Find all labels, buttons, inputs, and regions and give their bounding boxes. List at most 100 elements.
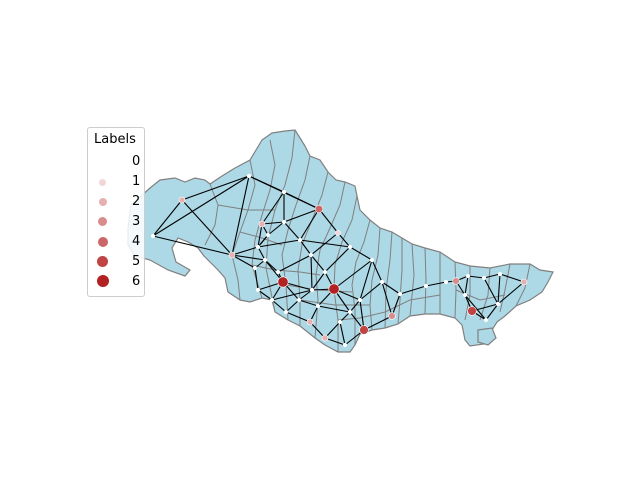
- network-edge: [497, 273, 501, 305]
- network-edge: [318, 208, 339, 234]
- network-node: [306, 318, 314, 326]
- network-edge: [310, 254, 326, 273]
- network-edge: [464, 275, 469, 296]
- network-node: [252, 265, 258, 271]
- network-edge: [464, 294, 487, 321]
- legend-title: Labels: [94, 132, 136, 147]
- legend-item-1: 1: [88, 172, 146, 192]
- network-edge: [371, 259, 383, 283]
- network-edge: [359, 299, 365, 331]
- land-mass: [127, 129, 554, 353]
- network-edge: [271, 289, 313, 301]
- network-edge: [257, 246, 266, 261]
- network-edge: [391, 293, 401, 317]
- network-node: [281, 189, 287, 195]
- network-edge: [363, 315, 393, 331]
- network-edge: [277, 254, 312, 273]
- network-node: [388, 312, 396, 320]
- network-node: [369, 257, 375, 263]
- legend-label: 0: [132, 154, 141, 169]
- network-edge: [257, 223, 263, 248]
- network-edge: [299, 239, 351, 248]
- legend-marker: [99, 198, 107, 206]
- network-edge: [324, 321, 341, 339]
- network-edge: [181, 199, 233, 256]
- network-node: [337, 319, 343, 325]
- network-edge: [261, 221, 285, 225]
- network-edge: [298, 289, 313, 301]
- network-edge: [483, 273, 501, 279]
- legend-marker: [100, 160, 106, 166]
- network-edge: [254, 259, 266, 269]
- network-node: [357, 297, 363, 303]
- network-edge: [333, 259, 373, 290]
- legend-item-4: 4: [88, 232, 146, 252]
- legend-marker: [98, 237, 108, 247]
- network-node: [315, 303, 321, 309]
- network-edge: [497, 281, 525, 305]
- legend-item-6: 6: [88, 272, 146, 292]
- network-node: [255, 244, 261, 250]
- network-node: [497, 271, 503, 277]
- network-edge: [299, 239, 312, 256]
- network-edge: [261, 191, 285, 225]
- network-edge: [381, 281, 393, 317]
- network-edge: [359, 281, 383, 301]
- network-node: [275, 269, 281, 275]
- network-edge: [264, 259, 279, 273]
- network-edge: [271, 299, 287, 313]
- network-edge: [324, 246, 351, 273]
- legend-item-5: 5: [88, 252, 146, 272]
- network-node: [321, 334, 329, 342]
- network-node: [277, 276, 289, 288]
- network-node: [465, 273, 471, 279]
- network-node: [328, 283, 340, 295]
- network-edge: [257, 234, 269, 248]
- legend-marker: [97, 275, 109, 287]
- network-edge: [317, 305, 351, 313]
- network-edge: [349, 246, 373, 261]
- network-edge: [283, 208, 320, 223]
- legend-marker: [98, 217, 107, 226]
- network-node: [335, 230, 341, 236]
- network-node: [283, 309, 289, 315]
- network-node: [269, 297, 275, 303]
- network-edge: [483, 277, 499, 305]
- legend: Labels 0 1 2 3 4 5 6: [87, 127, 145, 297]
- network-edge: [467, 275, 485, 279]
- network-edge: [152, 235, 233, 256]
- network-node: [258, 220, 266, 228]
- network-edge: [310, 254, 313, 291]
- network-node: [423, 283, 429, 289]
- network-node: [246, 173, 252, 179]
- legend-item-0: 0: [88, 152, 146, 172]
- network-node: [347, 244, 353, 250]
- legend-label: 1: [132, 174, 141, 189]
- network-edge: [152, 199, 183, 237]
- network-edge: [339, 321, 346, 346]
- network-edge: [309, 321, 326, 339]
- island: [477, 327, 497, 346]
- network-edge: [231, 254, 256, 269]
- network-edge: [181, 175, 250, 201]
- network-edge: [231, 175, 250, 256]
- network-edge: [399, 285, 427, 295]
- network-edge: [283, 191, 320, 210]
- network-edge: [254, 267, 259, 291]
- network-node: [342, 342, 348, 348]
- network-edge: [425, 281, 447, 287]
- legend-marker: [97, 256, 108, 267]
- network-node: [308, 252, 314, 258]
- network-node: [481, 275, 487, 281]
- network-node: [255, 287, 261, 293]
- network-edge: [311, 271, 326, 291]
- network-node: [467, 306, 477, 316]
- legend-item-3: 3: [88, 212, 146, 232]
- network-edges: [152, 175, 525, 346]
- network-node: [265, 232, 271, 238]
- legend-item-2: 2: [88, 192, 146, 212]
- legend-label: 6: [132, 274, 141, 289]
- network-edge: [499, 273, 525, 283]
- district-borders: [204, 129, 531, 352]
